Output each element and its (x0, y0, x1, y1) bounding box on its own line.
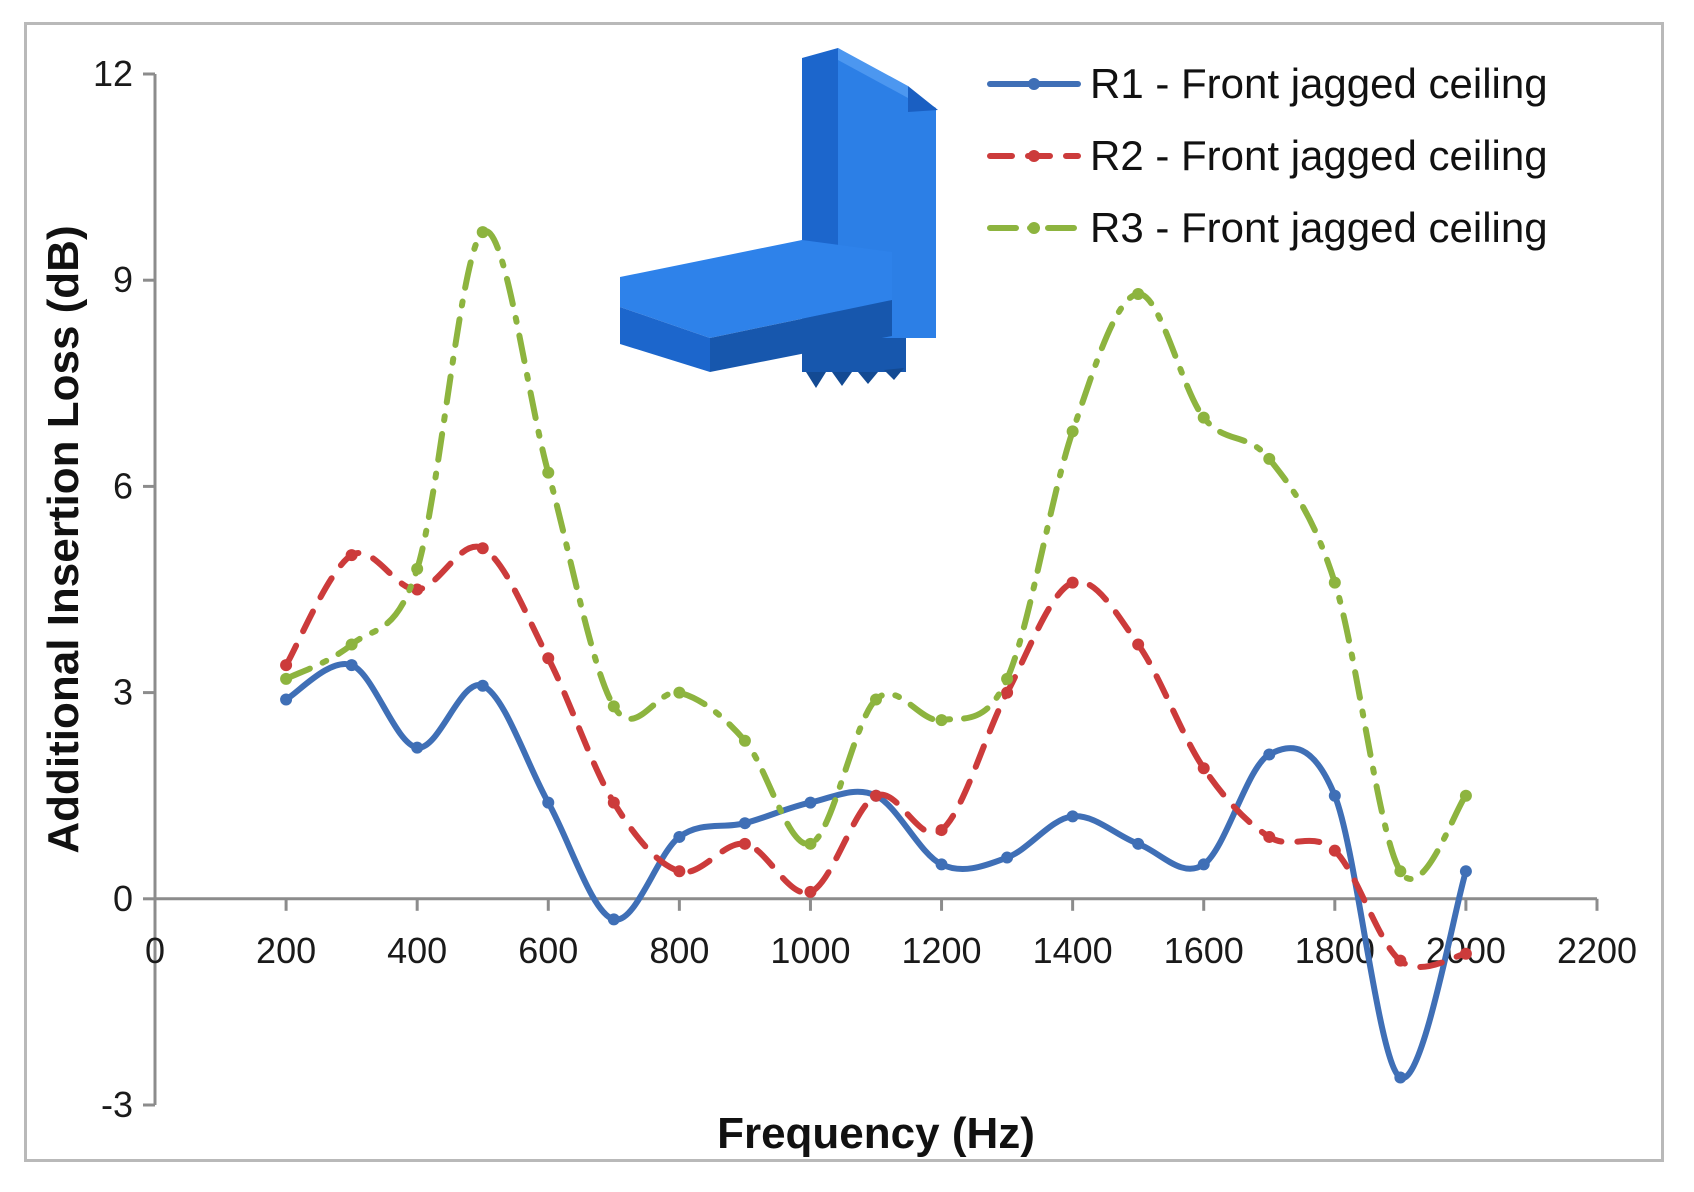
series-2-point (1001, 686, 1014, 699)
series-2-point (411, 583, 424, 596)
legend: R1 - Front jagged ceiling R2 - Front jagg… (987, 60, 1548, 251)
x-tick-label: 0 (145, 930, 165, 971)
series-3-point (476, 226, 489, 239)
y-tick-label: -3 (101, 1084, 133, 1125)
x-tick-label: 1800 (1295, 930, 1375, 971)
series-2-point (476, 542, 489, 555)
series-1-point (1001, 851, 1014, 864)
series-1-point (1132, 837, 1145, 850)
y-tick-label: 9 (113, 259, 133, 300)
series-3-point (870, 693, 882, 706)
x-tick-label: 1400 (1033, 930, 1113, 971)
x-tick-label: 200 (256, 930, 316, 971)
series-1 (280, 659, 1472, 1084)
legend-marker-2 (1028, 150, 1040, 162)
series-2-point (1459, 947, 1472, 960)
x-tick-label: 1600 (1164, 930, 1244, 971)
series-2-point (1328, 844, 1341, 857)
legend-marker-1 (1028, 78, 1040, 90)
series-3 (280, 226, 1472, 882)
series-1-point (607, 913, 620, 926)
series-3-point (607, 700, 620, 713)
x-tick-label: 1000 (770, 930, 850, 971)
series-1-point (411, 741, 424, 754)
series-2-point (1066, 576, 1079, 589)
jagged-ceiling-barrier-3d-illustration (620, 48, 938, 388)
series-2-point (280, 659, 293, 672)
series-1-point (280, 693, 293, 706)
series-3-point (345, 638, 358, 651)
axes: -3 0 3 6 9 12 0 200 400 600 800 1000 1200 1400 1600 180… (39, 53, 1637, 1158)
series-1-point (738, 817, 751, 830)
y-axis-title: Additional Insertion Loss (dB) (39, 225, 88, 853)
legend-marker-3 (1028, 222, 1040, 234)
series-2-point (1263, 830, 1276, 843)
series-1-point (1394, 1071, 1407, 1084)
series-2-point (870, 789, 882, 802)
series-3-point (411, 562, 424, 575)
series-1-point (804, 796, 817, 809)
series-3-point (542, 466, 555, 479)
series-1-point (1197, 858, 1210, 871)
series-layer (280, 226, 1472, 1084)
x-axis-title: Frequency (Hz) (717, 1109, 1035, 1158)
series-1-point (476, 679, 489, 692)
series-2-point (1394, 954, 1407, 967)
series-2-point (673, 865, 686, 878)
series-3-point (935, 714, 948, 727)
series-2-point (935, 824, 948, 837)
series-2-point (345, 549, 358, 562)
series-1-point (542, 796, 555, 809)
x-tick-label: 1200 (901, 930, 981, 971)
series-2-point (1197, 762, 1210, 775)
series-2-point (542, 652, 555, 665)
series-1-point (345, 659, 358, 672)
y-tick-label: 12 (93, 53, 133, 94)
series-2-line (283, 543, 1469, 970)
series-2-point (607, 796, 620, 809)
series-1-point (673, 830, 686, 843)
series-3-point (673, 686, 686, 699)
series-2-point (804, 885, 817, 898)
series-2-point (1132, 638, 1145, 651)
y-tick-label: 0 (113, 878, 133, 919)
series-1-point (1459, 865, 1472, 878)
series-2-point (738, 837, 751, 850)
series-1-point (1328, 789, 1341, 802)
legend-label-3: R3 - Front jagged ceiling (1090, 204, 1548, 251)
series-2 (280, 542, 1472, 970)
x-tick-label: 400 (387, 930, 447, 971)
series-3-point (1459, 789, 1472, 802)
series-1-point (1066, 810, 1079, 823)
series-3-point (1132, 287, 1145, 300)
legend-label-1: R1 - Front jagged ceiling (1090, 60, 1548, 107)
series-3-point (1066, 425, 1079, 438)
x-tick-label: 2200 (1557, 930, 1637, 971)
x-tick-label: 600 (518, 930, 578, 971)
series-3-point (1001, 672, 1014, 685)
series-3-point (1394, 865, 1407, 878)
legend-label-2: R2 - Front jagged ceiling (1090, 132, 1548, 179)
series-3-point (1328, 576, 1341, 589)
series-3-point (280, 672, 293, 685)
series-3-point (804, 837, 817, 850)
y-tick-label: 6 (113, 465, 133, 506)
series-3-point (738, 734, 751, 747)
series-1-line (283, 660, 1469, 1081)
series-1-point (1263, 748, 1276, 761)
x-tick-label: 800 (649, 930, 709, 971)
series-3-point (1263, 452, 1276, 465)
series-1-point (935, 858, 948, 871)
y-tick-label: 3 (113, 672, 133, 713)
series-3-point (1197, 411, 1210, 424)
